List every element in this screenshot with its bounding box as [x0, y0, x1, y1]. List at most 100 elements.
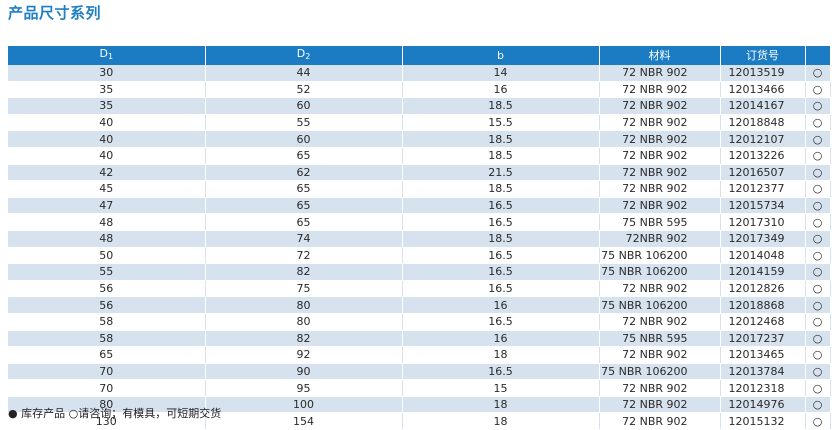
availability-indicator: ○	[805, 97, 831, 115]
availability-indicator: ○	[805, 130, 831, 148]
cell-b: 16	[402, 330, 600, 348]
cell-b: 18.5	[402, 180, 600, 198]
cell-material: 75 NBR 106200	[599, 247, 721, 265]
cell-d2: 80	[205, 296, 403, 314]
table-row: 30 44 14 72 NBR 902 12013519 ○	[8, 65, 831, 82]
cell-material: 72 NBR 902	[599, 412, 721, 430]
cell-material: 72 NBR 902	[599, 396, 721, 414]
availability-indicator: ○	[805, 230, 831, 248]
cell-order-number: 12017349	[720, 230, 806, 248]
table-row: 40 60 18.5 72 NBR 902 12012107 ○	[8, 130, 831, 148]
table-row: 35 52 16 72 NBR 902 12013466 ○	[8, 81, 831, 99]
cell-d1: 48	[8, 213, 206, 231]
table-row: 48 65 16.5 75 NBR 595 12017310 ○	[8, 213, 831, 231]
cell-order-number: 12013465	[720, 346, 806, 364]
cell-d2: 62	[205, 164, 403, 182]
cell-b: 16.5	[402, 263, 600, 281]
cell-order-number: 12013226	[720, 147, 806, 165]
header-availability	[805, 46, 830, 65]
table-row: 45 65 18.5 72 NBR 902 12012377 ○	[8, 180, 831, 198]
cell-d2: 154	[205, 412, 403, 430]
cell-d2: 65	[205, 180, 403, 198]
cell-d1: 56	[8, 296, 206, 314]
cell-b: 18.5	[402, 130, 600, 148]
availability-indicator: ○	[805, 379, 831, 397]
cell-order-number: 12014167	[720, 97, 806, 115]
cell-order-number: 12014048	[720, 247, 806, 265]
header-d2: D2	[205, 46, 403, 65]
cell-d2: 82	[205, 263, 403, 281]
table-row: 58 82 16 75 NBR 595 12017237 ○	[8, 330, 831, 348]
cell-b: 16.5	[402, 247, 600, 265]
header-d1: D1	[8, 46, 206, 65]
cell-order-number: 12015132	[720, 412, 806, 430]
cell-material: 72 NBR 902	[599, 97, 721, 115]
product-size-table: D1 D2 b 材料 订货号 30 44 14 72 NBR 902 12013519 ○…	[8, 46, 831, 430]
cell-material: 72 NBR 902	[599, 81, 721, 99]
cell-d1: 42	[8, 164, 206, 182]
cell-order-number: 12014976	[720, 396, 806, 414]
cell-d1: 35	[8, 97, 206, 115]
cell-material: 72 NBR 902	[599, 164, 721, 182]
cell-b: 16.5	[402, 213, 600, 231]
cell-order-number: 12012377	[720, 180, 806, 198]
cell-d2: 60	[205, 130, 403, 148]
cell-material: 72 NBR 902	[599, 379, 721, 397]
cell-d2: 72	[205, 247, 403, 265]
cell-material: 75 NBR 106200	[599, 263, 721, 281]
cell-d2: 90	[205, 363, 403, 381]
cell-material: 72 NBR 902	[599, 114, 721, 132]
availability-indicator: ○	[805, 164, 831, 182]
cell-d1: 48	[8, 230, 206, 248]
cell-d2: 74	[205, 230, 403, 248]
cell-d1: 30	[8, 65, 206, 82]
cell-b: 18	[402, 396, 600, 414]
table-header-row: D1 D2 b 材料 订货号	[8, 46, 830, 65]
table-row: 56 80 16 75 NBR 106200 12018868 ○	[8, 296, 831, 314]
cell-material: 72 NBR 902	[599, 180, 721, 198]
availability-indicator: ○	[805, 213, 831, 231]
cell-order-number: 12018868	[720, 296, 806, 314]
cell-d2: 52	[205, 81, 403, 99]
page-title: 产品尺寸系列	[8, 4, 102, 22]
cell-b: 16.5	[402, 313, 600, 331]
cell-d2: 95	[205, 379, 403, 397]
cell-d2: 60	[205, 97, 403, 115]
table-row: 50 72 16.5 75 NBR 106200 12014048 ○	[8, 247, 831, 265]
cell-d1: 47	[8, 197, 206, 215]
cell-d1: 45	[8, 180, 206, 198]
cell-order-number: 12012468	[720, 313, 806, 331]
cell-d2: 100	[205, 396, 403, 414]
cell-d2: 65	[205, 147, 403, 165]
cell-d2: 65	[205, 197, 403, 215]
cell-b: 18	[402, 346, 600, 364]
table-row: 48 74 18.5 72NBR 902 12017349 ○	[8, 230, 831, 248]
cell-order-number: 12012826	[720, 280, 806, 298]
cell-d1: 80	[8, 396, 206, 414]
cell-b: 14	[402, 65, 600, 82]
table-row: 47 65 16.5 72 NBR 902 12015734 ○	[8, 197, 831, 215]
cell-material: 72 NBR 902	[599, 130, 721, 148]
table-row: 40 55 15.5 72 NBR 902 12018848 ○	[8, 114, 831, 132]
cell-order-number: 12018848	[720, 114, 806, 132]
cell-material: 72 NBR 902	[599, 280, 721, 298]
cell-order-number: 12015734	[720, 197, 806, 215]
table-row: 70 90 16.5 75 NBR 106200 12013784 ○	[8, 363, 831, 381]
table-row: 80 100 18 72 NBR 902 12014976 ○	[8, 396, 831, 414]
cell-b: 16.5	[402, 280, 600, 298]
availability-indicator: ○	[805, 197, 831, 215]
cell-order-number: 12016507	[720, 164, 806, 182]
availability-indicator: ○	[805, 296, 831, 314]
cell-d2: 55	[205, 114, 403, 132]
cell-b: 21.5	[402, 164, 600, 182]
availability-indicator: ○	[805, 65, 831, 82]
availability-indicator: ○	[805, 81, 831, 99]
cell-material: 72 NBR 902	[599, 197, 721, 215]
availability-indicator: ○	[805, 330, 831, 348]
cell-d2: 82	[205, 330, 403, 348]
legend-note: ● 库存产品 ○请咨询；有模具，可短期交货	[8, 407, 222, 420]
cell-b: 18	[402, 412, 600, 430]
cell-b: 15	[402, 379, 600, 397]
cell-b: 16.5	[402, 197, 600, 215]
cell-b: 16	[402, 296, 600, 314]
